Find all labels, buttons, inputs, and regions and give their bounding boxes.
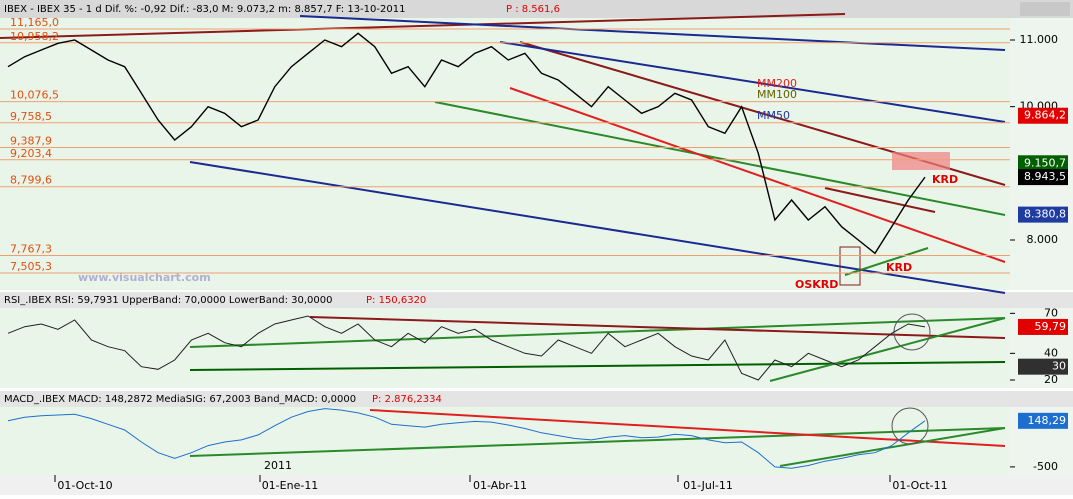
x-axis-bar bbox=[0, 475, 1073, 495]
krd-zone bbox=[892, 152, 950, 170]
x-tick-label: 01-Oct-10 bbox=[57, 479, 112, 492]
trend-line bbox=[779, 427, 1006, 467]
annotation: KRD bbox=[932, 173, 958, 186]
rsi-header-p: P: 150,6320 bbox=[366, 295, 426, 306]
rsi-header-bar bbox=[0, 292, 1073, 308]
value-box bbox=[1018, 318, 1068, 335]
y-tick-label: 40 bbox=[1044, 346, 1058, 359]
annotation: KRD bbox=[886, 261, 912, 274]
trend-line bbox=[499, 41, 1006, 123]
annotation: MM50 bbox=[757, 109, 790, 122]
value-box-label: 8.380,8 bbox=[1024, 208, 1066, 221]
year-label: 2011 bbox=[264, 459, 292, 472]
level-label: 8,799,6 bbox=[10, 174, 52, 187]
watermark: www.visualchart.com bbox=[78, 271, 211, 284]
trend-line bbox=[299, 15, 1006, 51]
trend-line bbox=[189, 317, 1006, 348]
trend-line bbox=[769, 317, 1006, 382]
series-line bbox=[7, 315, 926, 381]
rsi-panel bbox=[0, 308, 1010, 388]
trend-line bbox=[509, 87, 1006, 263]
y-tick-label: 70 bbox=[1044, 306, 1058, 319]
value-box-label: 59,79 bbox=[1035, 320, 1067, 333]
value-box bbox=[1018, 412, 1068, 429]
trend-line bbox=[189, 361, 1006, 371]
x-tick-label: 01-Jul-11 bbox=[683, 479, 733, 492]
level-label: 10,958,2 bbox=[10, 30, 59, 43]
level-label: 10,076,5 bbox=[10, 89, 59, 102]
oskrd-box bbox=[839, 246, 861, 286]
rsi-header: RSI_.IBEX RSI: 59,7931 UpperBand: 70,000… bbox=[4, 295, 332, 306]
macd-header-bar bbox=[0, 391, 1073, 407]
price-panel bbox=[0, 18, 1010, 290]
trend-line bbox=[0, 13, 846, 39]
level-label: 7,505,3 bbox=[10, 260, 52, 273]
trend-line bbox=[309, 316, 1006, 339]
y-tick-label: -500 bbox=[1033, 460, 1058, 473]
x-tick-label: 01-Ene-11 bbox=[262, 479, 319, 492]
trend-line bbox=[824, 187, 936, 213]
value-box-label: 148,29 bbox=[1028, 414, 1067, 427]
x-tick-label: 01-Oct-11 bbox=[892, 479, 947, 492]
macd-header: MACD_.IBEX MACD: 148,2872 MediaSIG: 67,2… bbox=[4, 394, 356, 405]
annotation: MM200 bbox=[757, 77, 797, 90]
annotation: MM100 bbox=[757, 88, 797, 101]
title-bar bbox=[0, 0, 1073, 18]
level-label: 9,387,9 bbox=[10, 134, 52, 147]
trend-line bbox=[189, 161, 1006, 294]
value-box bbox=[1018, 155, 1068, 172]
level-label: 7,767,3 bbox=[10, 243, 52, 256]
level-label: 9,758,5 bbox=[10, 110, 52, 123]
level-label: 11,165,0 bbox=[10, 16, 59, 29]
value-box bbox=[1018, 206, 1068, 223]
value-box-label: 30 bbox=[1052, 360, 1066, 373]
value-box bbox=[1018, 107, 1068, 124]
value-box bbox=[1018, 358, 1068, 375]
y-tick-label: 11.000 bbox=[1020, 33, 1059, 46]
x-tick-label: 01-Abr-11 bbox=[473, 479, 527, 492]
series-line bbox=[7, 32, 926, 255]
value-box bbox=[1018, 169, 1068, 186]
value-box-label: 8.943,5 bbox=[1024, 170, 1066, 183]
value-box-label: 9.864,2 bbox=[1024, 109, 1066, 122]
trend-line bbox=[844, 247, 929, 276]
trend-line bbox=[434, 101, 1006, 216]
price-axis bbox=[1010, 18, 1073, 290]
macd-header-p: P: 2.876,2334 bbox=[372, 394, 442, 405]
macd-highlight bbox=[891, 407, 929, 445]
level-label: 9,203,4 bbox=[10, 147, 52, 160]
window-buttons[interactable] bbox=[1020, 2, 1070, 16]
series-line bbox=[7, 408, 926, 469]
y-tick-label: 8.000 bbox=[1027, 233, 1059, 246]
title-price: P : 8.561,6 bbox=[506, 4, 560, 15]
y-tick-label: 20 bbox=[1044, 373, 1058, 386]
trend-line bbox=[189, 427, 1006, 457]
title-text: IBEX - IBEX 35 - 1 d Dif. %: -0,92 Dif.:… bbox=[4, 4, 405, 15]
annotation: OSKRD bbox=[795, 278, 838, 291]
value-box-label: 9.150,7 bbox=[1024, 156, 1066, 169]
